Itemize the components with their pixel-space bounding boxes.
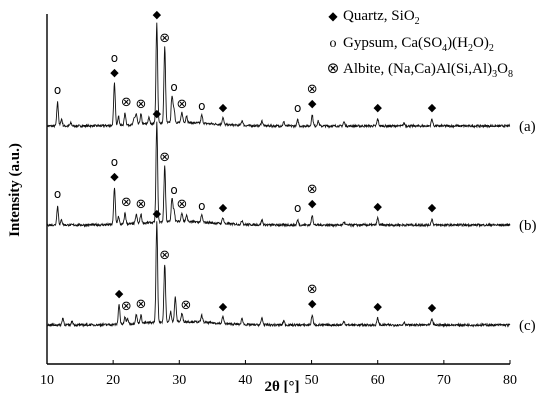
gypsum-marker: o — [54, 83, 61, 97]
albite-marker: ⊗ — [159, 150, 170, 165]
quartz-marker: ◆ — [373, 101, 382, 114]
curve-label-a: (a) — [519, 119, 536, 135]
curve-label-c: (c) — [519, 318, 536, 334]
quartz-marker: ◆ — [110, 66, 119, 79]
quartz-marker: ◆ — [428, 201, 437, 214]
gypsum-marker: o — [294, 201, 301, 215]
albite-marker: ⊗ — [159, 248, 170, 263]
circle-icon: o — [330, 36, 337, 51]
quartz-marker: ◆ — [219, 300, 228, 313]
curve-a — [46, 22, 511, 129]
curve-labels: (a) (b) (c) — [519, 119, 537, 334]
x-tick-label: 60 — [371, 373, 385, 388]
circled-x-icon: ⊗ — [327, 59, 340, 77]
legend-albite-text: Albite, (Na,Ca)Al(Si,Al) — [343, 61, 492, 77]
quartz-marker: ◆ — [428, 101, 437, 114]
x-tick-label: 30 — [172, 373, 186, 388]
x-tick-label: 70 — [437, 373, 451, 388]
quartz-marker: ◆ — [153, 107, 162, 120]
quartz-marker: ◆ — [373, 300, 382, 313]
albite-marker: ⊗ — [135, 297, 146, 312]
curve-label-b: (b) — [519, 218, 537, 234]
x-tick-label: 80 — [503, 373, 517, 388]
quartz-marker: ◆ — [373, 200, 382, 213]
albite-marker: ⊗ — [121, 299, 132, 314]
quartz-marker: ◆ — [153, 8, 162, 21]
albite-marker: ⊗ — [135, 97, 146, 112]
albite-marker: ⊗ — [121, 95, 132, 110]
diffraction-curves — [46, 22, 511, 328]
quartz-marker: ◆ — [428, 301, 437, 314]
diamond-icon: ◆ — [328, 9, 338, 23]
gypsum-marker: o — [111, 51, 118, 65]
x-ticks: 10 20 30 40 50 60 70 80 — [40, 360, 517, 388]
albite-marker: ⊗ — [307, 82, 318, 97]
y-axis-title: Intensity (a.u.) — [7, 143, 23, 237]
legend-gypsum-text: Gypsum, Ca(SO — [343, 35, 442, 51]
svg-text:Albite, (Na,Ca)Al(Si,Al)3O8: Albite, (Na,Ca)Al(Si,Al)3O8 — [343, 61, 513, 80]
albite-marker: ⊗ — [176, 97, 187, 112]
quartz-marker: ◆ — [219, 201, 228, 214]
albite-marker: ⊗ — [176, 197, 187, 212]
legend: ◆ Quartz, SiO2 o Gypsum, Ca(SO4)(H2O)2 ⊗… — [327, 8, 513, 80]
gypsum-marker: o — [170, 80, 177, 94]
albite-marker: ⊗ — [121, 195, 132, 210]
gypsum-marker: o — [198, 99, 205, 113]
gypsum-marker: o — [54, 187, 61, 201]
gypsum-marker: o — [111, 155, 118, 169]
albite-marker: ⊗ — [135, 197, 146, 212]
curve-b — [46, 121, 511, 228]
legend-entry-albite: ⊗ Albite, (Na,Ca)Al(Si,Al)3O8 — [327, 59, 513, 80]
x-tick-label: 10 — [40, 373, 54, 388]
quartz-marker: ◆ — [153, 207, 162, 220]
gypsum-marker: o — [170, 183, 177, 197]
x-tick-label: 20 — [106, 373, 120, 388]
quartz-marker: ◆ — [308, 97, 317, 110]
albite-marker: ⊗ — [159, 31, 170, 46]
quartz-marker: ◆ — [219, 101, 228, 114]
albite-marker: ⊗ — [307, 182, 318, 197]
gypsum-marker: o — [294, 101, 301, 115]
svg-text:Quartz, SiO2: Quartz, SiO2 — [343, 8, 420, 27]
legend-entry-gypsum: o Gypsum, Ca(SO4)(H2O)2 — [330, 35, 494, 54]
x-tick-label: 40 — [238, 373, 252, 388]
gypsum-marker: o — [198, 199, 205, 213]
albite-marker: ⊗ — [307, 282, 318, 297]
legend-entry-quartz: ◆ Quartz, SiO2 — [328, 8, 419, 27]
curve-c — [46, 221, 511, 328]
quartz-marker: ◆ — [115, 287, 124, 300]
legend-quartz-text: Quartz, SiO — [343, 8, 415, 24]
albite-marker: ⊗ — [180, 298, 191, 313]
quartz-marker: ◆ — [308, 197, 317, 210]
quartz-marker: ◆ — [110, 170, 119, 183]
x-axis-title: 2θ [°] — [264, 379, 299, 395]
quartz-marker: ◆ — [308, 297, 317, 310]
phase-markers: o◆o⊗ ⊗◆⊗o⊗ o ◆ o ◆⊗◆ ◆o◆o⊗ ⊗◆⊗o⊗ o ◆ o ◆⊗◆ ◆◆⊗ ⊗◆⊗⊗ ◆ ◆… — [54, 8, 437, 314]
svg-text:Gypsum, Ca(SO4)(H2O)2: Gypsum, Ca(SO4)(H2O)2 — [343, 35, 494, 54]
x-tick-label: 50 — [305, 373, 319, 388]
